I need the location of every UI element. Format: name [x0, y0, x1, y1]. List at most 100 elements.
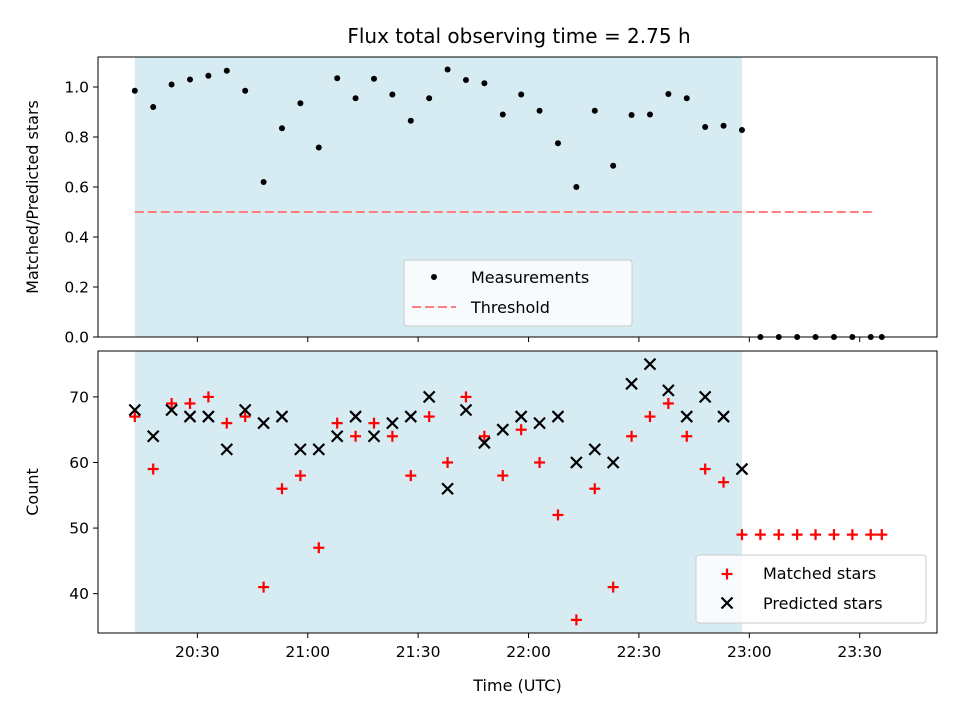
matched-star-point: [497, 470, 509, 482]
predicted-star-point: [183, 410, 197, 423]
matched-star-point: [460, 391, 472, 403]
legend-matched-marker: [721, 568, 733, 580]
measurement-point: [610, 162, 617, 169]
matched-star-point: [258, 581, 270, 593]
matched-star-point: [846, 529, 858, 541]
legend-measurements-label: Measurements: [471, 268, 589, 287]
predicted-star-point: [257, 416, 270, 430]
matched-star-point: [552, 509, 564, 521]
predicted-star-point: [698, 390, 712, 404]
measurement-point: [168, 81, 175, 88]
legend-matched-label: Matched stars: [763, 564, 876, 583]
measurement-point: [775, 334, 782, 340]
x-tick-label: 22:00: [506, 643, 551, 661]
matched-star-point: [876, 529, 888, 541]
axes-frame: [97, 56, 938, 338]
measurement-point: [646, 111, 653, 118]
measurement-point: [444, 66, 451, 73]
predicted-star-point: [202, 410, 215, 423]
matched-star-point: [350, 430, 362, 442]
measurement-point: [334, 75, 341, 82]
y-tick-label: 0.2: [64, 279, 89, 297]
measurement-point: [757, 334, 764, 340]
y-tick-label: 1.0: [64, 79, 89, 97]
matched-star-point: [828, 529, 840, 541]
measurement-point: [628, 112, 635, 118]
legend-predicted-label: Predicted stars: [763, 594, 883, 613]
x-tick-label: 20:30: [175, 643, 220, 661]
predicted-star-point: [680, 410, 694, 423]
predicted-star-point: [404, 410, 418, 423]
chart-title: Flux total observing time = 2.75 h: [347, 24, 690, 48]
measurement-point: [683, 95, 690, 102]
observing-window-band: [134, 351, 742, 633]
measurement-point: [297, 100, 304, 107]
predicted-star-point: [514, 410, 528, 423]
matched-star-point: [589, 483, 601, 495]
matched-star-point: [202, 391, 214, 403]
matched-star-point: [147, 463, 159, 475]
predicted-star-point: [146, 429, 160, 443]
matched-star-point: [718, 476, 730, 488]
predicted-star-point: [478, 436, 491, 450]
measurement-point: [462, 77, 469, 83]
matched-star-point: [221, 417, 233, 429]
measurement-point: [702, 124, 709, 130]
predicted-star-point: [551, 410, 565, 423]
y-tick-label: 0.8: [64, 129, 89, 147]
matched-star-point: [276, 483, 288, 495]
measurement-point: [352, 95, 359, 102]
measurement-point: [260, 179, 267, 185]
measurement-point: [150, 104, 157, 110]
measurement-point: [591, 107, 598, 114]
predicted-star-point: [312, 443, 326, 456]
matched-star-point: [662, 397, 674, 409]
y-axis-label: Count: [23, 468, 42, 516]
matched-star-point: [754, 529, 766, 541]
predicted-star-point: [294, 443, 307, 456]
legend-measurement-marker: [431, 274, 437, 280]
bottom-panel: 40 50 60 70 20:30 21:00 21:30 22:00 22:30 23:00 23…: [23, 350, 938, 695]
measurement-point: [536, 107, 543, 114]
matched-star-point: [294, 470, 306, 482]
legend-bottom: Matched stars Predicted stars: [695, 554, 927, 624]
measurement-point: [426, 95, 433, 102]
predicted-star-point: [238, 403, 252, 417]
matched-star-point: [313, 542, 325, 554]
predicted-star-point: [606, 456, 620, 469]
measurement-point: [554, 140, 561, 147]
measurement-point: [794, 334, 801, 340]
matched-star-point: [405, 470, 417, 482]
matched-star-point: [239, 411, 251, 423]
matched-star-point: [423, 411, 435, 423]
matched-star-point: [184, 397, 196, 409]
matched-star-point: [331, 417, 343, 429]
x-tick-label: 23:00: [727, 643, 772, 661]
x-tick-label: 22:30: [617, 643, 662, 661]
measurement-point: [867, 334, 874, 340]
y-tick-label: 60: [69, 454, 89, 472]
measurement-point: [878, 334, 885, 340]
measurement-point: [223, 67, 230, 74]
predicted-star-point: [625, 377, 638, 391]
predicted-star-point: [422, 390, 436, 404]
measurement-point: [278, 125, 285, 132]
measurement-point: [849, 334, 856, 340]
legend-predicted-marker: [720, 596, 734, 610]
x-tick-label: 23:30: [837, 643, 882, 661]
y-tick-label: 0.0: [64, 329, 89, 347]
measurement-point: [738, 127, 745, 133]
predicted-star-point: [275, 410, 289, 423]
measurement-point: [389, 91, 396, 98]
measurement-point: [315, 144, 322, 151]
predicted-star-point: [570, 456, 583, 469]
legend-threshold-label: Threshold: [470, 298, 550, 317]
measurement-point: [407, 117, 414, 124]
predicted-star-point: [735, 462, 749, 476]
y-tick-label: 40: [69, 585, 89, 603]
predicted-star-point: [459, 403, 473, 417]
predicted-star-point: [496, 423, 510, 436]
x-tick-label: 21:30: [396, 643, 441, 661]
predicted-star-point: [441, 482, 454, 495]
